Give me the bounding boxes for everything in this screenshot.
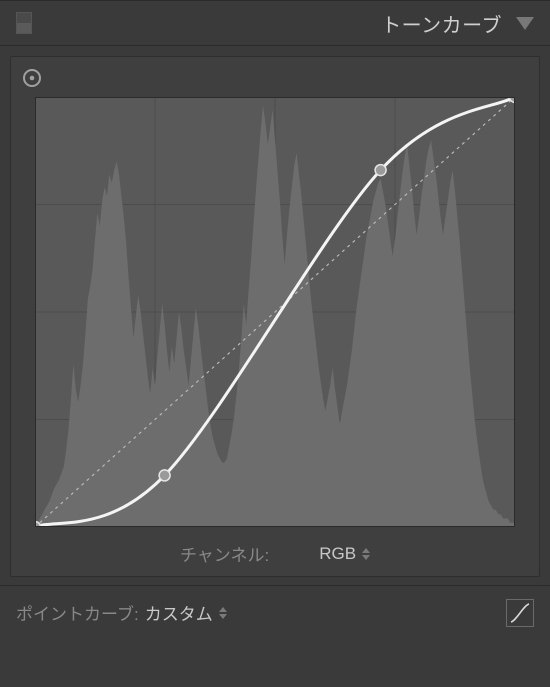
point-curve-label: ポイントカーブ:	[16, 600, 139, 625]
panel-body: チャンネル: RGB	[0, 46, 550, 577]
footer-row: ポイントカーブ: カスタム	[0, 585, 550, 639]
stepper-icon	[219, 607, 227, 619]
point-curve-select[interactable]: カスタム	[145, 600, 227, 625]
curve-frame: チャンネル: RGB	[10, 56, 540, 577]
channel-row: チャンネル: RGB	[21, 541, 529, 566]
channel-value-text: RGB	[319, 544, 356, 564]
stepper-icon	[362, 548, 370, 560]
panel-visibility-swatch[interactable]	[16, 12, 32, 34]
point-curve-value: カスタム	[145, 600, 213, 625]
tone-curve-editor[interactable]	[35, 97, 515, 527]
panel-title: トーンカーブ	[381, 9, 502, 38]
curve-mode-toggle-icon[interactable]	[506, 599, 534, 627]
panel-collapse-icon[interactable]	[516, 17, 534, 30]
panel-header[interactable]: トーンカーブ	[0, 0, 550, 46]
channel-select[interactable]: RGB	[319, 544, 370, 564]
channel-label: チャンネル:	[180, 541, 269, 566]
targeted-adjustment-icon[interactable]	[21, 67, 43, 89]
